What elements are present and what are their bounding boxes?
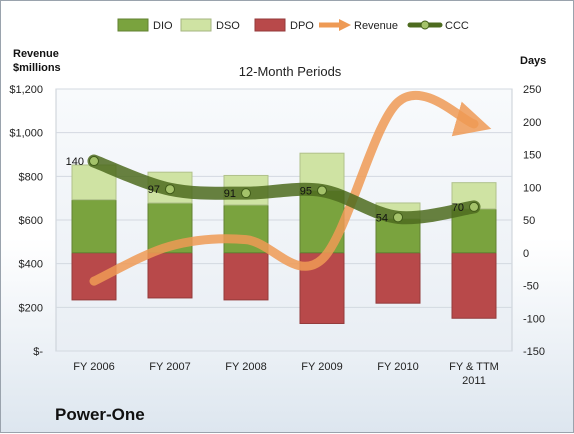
left-tick-label: $1,200: [9, 84, 43, 96]
legend-label-ccc: CCC: [445, 20, 469, 32]
ccc-data-label: 97: [148, 184, 160, 196]
left-tick-label: $400: [19, 259, 43, 271]
x-tick-label: 2011: [462, 375, 486, 387]
dpo-bar: [375, 252, 421, 304]
x-axis-labels: FY 2006 FY 2007 FY 2008 FY 2009 FY 2010 FY & …: [73, 361, 499, 387]
x-tick-label: FY 2007: [149, 361, 190, 373]
right-axis-ticks: -150 -100 -50 0 50 100 150 200 250: [523, 84, 545, 358]
x-tick-label: FY 2010: [377, 361, 418, 373]
ccc-data-label: 95: [300, 186, 312, 198]
legend: DIO DSO DPO Revenue CCC: [117, 18, 469, 32]
left-axis-label-line1: Revenue: [13, 48, 59, 60]
dio-bar: [71, 199, 117, 254]
x-tick-label: FY & TTM: [449, 361, 499, 373]
left-tick-label: $200: [19, 302, 43, 314]
dpo-bar: [147, 252, 193, 299]
lines: 140 97 91 95 54 70: [66, 90, 492, 286]
ccc-point: [89, 156, 99, 167]
ccc-data-label: 54: [376, 212, 388, 224]
right-tick-label: 150: [523, 150, 541, 162]
ccc-point: [165, 184, 175, 195]
x-tick-label: FY 2008: [225, 361, 266, 373]
ccc-data-label: 91: [224, 188, 236, 200]
left-tick-label: $600: [19, 215, 43, 227]
chart-title: 12-Month Periods: [239, 64, 342, 79]
right-tick-label: 50: [523, 215, 535, 227]
ccc-data-label: 70: [452, 202, 464, 214]
dio-bar: [375, 218, 421, 254]
x-tick-label: FY 2006: [73, 361, 114, 373]
left-tick-label: $800: [19, 171, 43, 183]
right-axis-label: Days: [520, 55, 546, 67]
ccc-data-label: 140: [66, 156, 84, 168]
ccc-point: [469, 201, 479, 212]
right-tick-label: -50: [523, 281, 539, 293]
legend-swatch-dso: [180, 18, 212, 32]
legend-label-dso: DSO: [216, 20, 240, 32]
right-tick-label: -150: [523, 346, 545, 358]
right-tick-label: 250: [523, 84, 541, 96]
left-axis-ticks: $- $200 $400 $600 $800 $1,000 $1,200: [9, 84, 43, 358]
legend-swatch-dpo: [254, 18, 286, 32]
legend-label-revenue: Revenue: [354, 20, 398, 32]
company-name: Power-One: [55, 405, 145, 424]
ccc-point: [317, 185, 327, 196]
legend-swatch-dio: [117, 18, 149, 32]
dpo-bar: [223, 252, 269, 301]
legend-label-dpo: DPO: [290, 20, 314, 32]
left-tick-label: $1,000: [9, 128, 43, 140]
right-tick-label: 200: [523, 117, 541, 129]
right-tick-label: 100: [523, 182, 541, 194]
left-axis-label-line2: $millions: [13, 62, 61, 74]
legend-arrow-head: [339, 19, 351, 31]
x-tick-label: FY 2009: [301, 361, 342, 373]
legend-marker-ccc: [420, 20, 430, 30]
revenue-line: [89, 90, 492, 286]
left-tick-label: $-: [33, 346, 43, 358]
dpo-bar: [451, 252, 497, 319]
legend-label-dio: DIO: [153, 20, 173, 32]
ccc-point: [241, 188, 251, 199]
right-tick-label: 0: [523, 248, 529, 260]
right-tick-label: -100: [523, 313, 545, 325]
ccc-point: [393, 212, 403, 223]
